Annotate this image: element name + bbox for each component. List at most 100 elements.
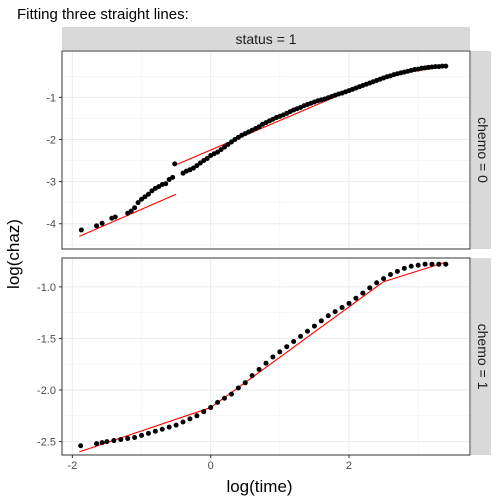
data-point bbox=[394, 268, 400, 274]
data-point bbox=[99, 220, 105, 226]
row-strip-label: chemo = 1 bbox=[475, 324, 491, 390]
data-point bbox=[139, 432, 145, 438]
data-point bbox=[194, 163, 200, 169]
data-point bbox=[325, 313, 331, 319]
row-strip-background bbox=[471, 51, 491, 249]
panel-2: -2.5 -2.0 -1.5 -1.0 chemo = 1 bbox=[37, 257, 491, 456]
column-strip-label: status = 1 bbox=[235, 31, 296, 47]
data-point bbox=[208, 405, 214, 411]
y-tick-label: -2 bbox=[46, 134, 56, 146]
data-point bbox=[222, 144, 228, 150]
data-point bbox=[142, 194, 148, 200]
panel-background bbox=[62, 51, 470, 249]
y-tick-label: -1.0 bbox=[37, 282, 56, 294]
y-tick-label: -3 bbox=[46, 177, 56, 189]
data-point bbox=[218, 147, 224, 153]
data-point bbox=[222, 395, 228, 401]
y-tick-label: -2.5 bbox=[37, 437, 56, 449]
data-point bbox=[270, 354, 276, 360]
data-point bbox=[381, 276, 387, 282]
data-point bbox=[78, 443, 84, 449]
panel-border bbox=[61, 50, 471, 250]
panel-background bbox=[62, 258, 470, 455]
data-point bbox=[374, 280, 380, 286]
data-point bbox=[429, 261, 435, 267]
data-point bbox=[99, 440, 105, 446]
row-strip-label: chemo = 0 bbox=[475, 117, 491, 183]
y-tick-label: -2.0 bbox=[37, 385, 56, 397]
data-point bbox=[242, 380, 248, 386]
y-tick-label: -1 bbox=[46, 92, 56, 104]
panel-1: -4 -3 -2 -1 chemo = 0 bbox=[46, 50, 491, 250]
data-point bbox=[166, 424, 172, 430]
data-point bbox=[339, 305, 345, 311]
data-point bbox=[291, 339, 297, 345]
data-point bbox=[132, 205, 138, 211]
x-tick-label: 0 bbox=[208, 460, 214, 472]
data-point bbox=[228, 391, 234, 397]
data-point bbox=[163, 181, 169, 187]
data-point bbox=[78, 227, 84, 233]
data-point bbox=[111, 438, 117, 444]
data-point bbox=[318, 318, 324, 324]
x-tick-label: 2 bbox=[346, 460, 352, 472]
data-point bbox=[187, 416, 193, 422]
data-point bbox=[145, 191, 151, 197]
y-tick-label: -1.5 bbox=[37, 333, 56, 345]
data-point bbox=[311, 323, 317, 329]
data-point bbox=[353, 295, 359, 301]
data-point bbox=[249, 373, 255, 379]
x-tick-label: -2 bbox=[67, 460, 77, 472]
data-point bbox=[256, 124, 262, 130]
data-point bbox=[367, 285, 373, 291]
data-point bbox=[94, 441, 100, 447]
data-point bbox=[197, 160, 203, 166]
data-point bbox=[215, 399, 221, 405]
column-strip-background bbox=[62, 27, 470, 50]
data-point bbox=[172, 161, 178, 167]
data-point bbox=[387, 272, 393, 278]
chart-title: Fitting three straight lines: bbox=[17, 6, 189, 23]
y-axis-label: log(chaz) bbox=[4, 219, 23, 289]
data-point bbox=[152, 428, 158, 434]
data-point bbox=[422, 261, 428, 267]
data-point bbox=[284, 344, 290, 350]
data-point bbox=[408, 263, 414, 269]
data-point bbox=[180, 419, 186, 425]
data-point bbox=[256, 366, 262, 372]
x-axis-label: log(time) bbox=[226, 477, 292, 496]
panel-border bbox=[61, 257, 471, 456]
data-point bbox=[128, 208, 134, 214]
data-point bbox=[145, 430, 151, 436]
data-point bbox=[443, 261, 449, 267]
data-point bbox=[135, 200, 141, 206]
data-point bbox=[118, 437, 124, 443]
data-point bbox=[415, 262, 421, 268]
data-point bbox=[139, 196, 145, 202]
data-point bbox=[112, 214, 118, 220]
data-point bbox=[170, 174, 176, 180]
data-point bbox=[204, 155, 210, 161]
data-point bbox=[332, 309, 338, 315]
row-strip-background bbox=[471, 258, 491, 455]
fit-line bbox=[383, 261, 446, 283]
data-point bbox=[443, 63, 449, 69]
data-point bbox=[277, 349, 283, 355]
data-point bbox=[360, 290, 366, 296]
data-point bbox=[173, 422, 179, 428]
data-point bbox=[215, 149, 221, 155]
data-point bbox=[201, 409, 207, 415]
data-point bbox=[439, 63, 445, 69]
data-point bbox=[401, 265, 407, 271]
data-point bbox=[125, 435, 131, 441]
data-point bbox=[104, 439, 110, 445]
data-point bbox=[94, 223, 100, 229]
data-point bbox=[132, 434, 138, 440]
data-point bbox=[194, 413, 200, 419]
data-point bbox=[228, 139, 234, 145]
data-point bbox=[436, 261, 442, 267]
data-point bbox=[235, 385, 241, 391]
data-point bbox=[263, 360, 269, 366]
